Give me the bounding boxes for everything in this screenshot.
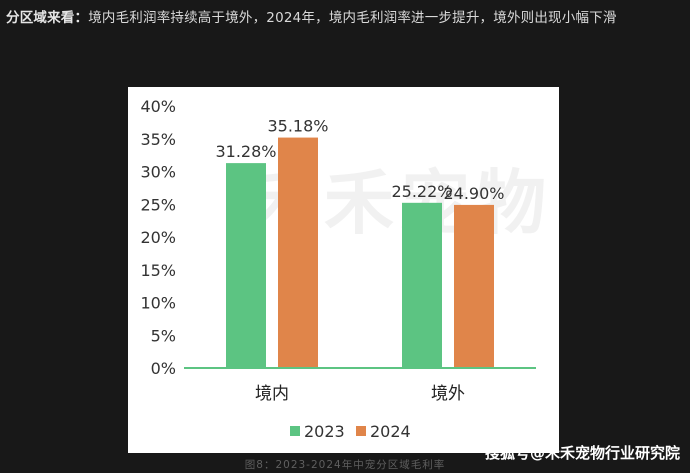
data-label: 35.18% bbox=[267, 117, 328, 136]
legend-swatch bbox=[290, 426, 300, 436]
y-tick-label: 5% bbox=[151, 326, 176, 345]
legend-label: 2024 bbox=[370, 422, 411, 441]
x-tick-label: 境外 bbox=[431, 384, 465, 404]
data-label: 24.90% bbox=[443, 184, 504, 203]
data-label: 25.22% bbox=[391, 182, 452, 201]
legend-swatch bbox=[356, 426, 366, 436]
y-tick-label: 30% bbox=[140, 163, 176, 182]
data-label: 31.28% bbox=[215, 142, 276, 161]
y-tick-label: 20% bbox=[140, 228, 176, 247]
source-watermark: 搜狐号@禾禾宠物行业研究院 bbox=[484, 444, 680, 462]
bar bbox=[454, 204, 494, 368]
x-tick-label: 境内 bbox=[255, 384, 289, 404]
heading-lead: 分区域来看： bbox=[6, 10, 89, 26]
bar-chart: 0% 5% 10% 15% 20% 25% 30% 35% 40% 31.28% 35.18% 境内 2… bbox=[140, 97, 536, 441]
y-tick-label: 10% bbox=[140, 294, 176, 313]
bar bbox=[226, 163, 266, 368]
y-tick-label: 35% bbox=[140, 130, 176, 149]
article-heading: 分区域来看：境内毛利润率持续高于境外，2024年，境内毛利润率进一步提升，境外则… bbox=[6, 6, 686, 31]
y-tick-label: 0% bbox=[151, 359, 176, 378]
heading-body: 境内毛利润率持续高于境外，2024年，境内毛利润率进一步提升，境外则出现小幅下滑 bbox=[88, 10, 617, 26]
legend-label: 2023 bbox=[304, 422, 345, 441]
y-tick-label: 15% bbox=[140, 261, 176, 280]
figure-caption: 图8：2023-2024年中宠分区域毛利率 bbox=[244, 459, 446, 471]
y-tick-label: 40% bbox=[140, 97, 176, 116]
bar bbox=[402, 202, 442, 368]
bar bbox=[278, 137, 318, 368]
chart-card: 禾禾宠物 0% 5% 10% 15% 20% 25% 30% 35% 40% 31.28% 35.1… bbox=[128, 87, 559, 453]
y-tick-label: 25% bbox=[140, 195, 176, 214]
